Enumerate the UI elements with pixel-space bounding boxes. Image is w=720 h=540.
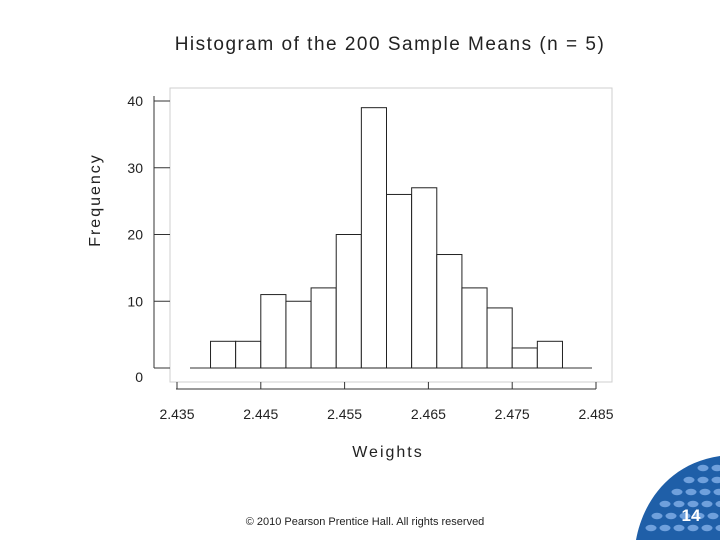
x-tick-label: 2.455 <box>327 406 362 422</box>
badge-dot <box>697 464 709 472</box>
histogram-bar <box>536 340 563 369</box>
histogram-bar <box>310 287 337 369</box>
badge-dot <box>659 524 671 532</box>
badge-dot <box>673 500 685 508</box>
y-axis-title: Frequency <box>87 153 104 247</box>
page-number: 14 <box>681 506 701 525</box>
badge-dot <box>699 488 711 496</box>
badge-dot <box>711 476 720 484</box>
histogram-bar <box>486 307 513 369</box>
y-tick-label: 40 <box>127 93 143 109</box>
histogram-bar <box>260 294 287 369</box>
badge-dot <box>673 524 685 532</box>
badge-dot <box>707 512 719 520</box>
x-tick-label: 2.465 <box>411 406 446 422</box>
y-tick-label: 10 <box>127 293 143 309</box>
y-ticks-group: 0 10 20 30 40 <box>127 93 170 385</box>
histogram-bar <box>235 340 262 369</box>
badge-dot <box>711 464 720 472</box>
chart-title: Histogram of the 200 Sample Means (n = 5… <box>175 34 606 55</box>
x-tick-label: 2.435 <box>159 406 194 422</box>
histogram-bar <box>436 254 463 369</box>
badge-dot <box>685 488 697 496</box>
histogram-bar <box>511 347 538 369</box>
badge-dot <box>671 488 683 496</box>
histogram-bar <box>210 340 237 369</box>
x-tick-label: 2.445 <box>243 406 278 422</box>
badge-dot <box>679 512 691 520</box>
copyright-footer: © 2010 Pearson Prentice Hall. All rights… <box>245 516 485 528</box>
badge-dot <box>687 524 699 532</box>
blue-dotted-corner-icon <box>636 456 720 540</box>
histogram-bar <box>360 107 387 369</box>
badge-dot <box>701 500 713 508</box>
badge-dots <box>645 464 720 532</box>
badge-dot <box>645 524 657 532</box>
badge-dot <box>715 524 720 532</box>
badge-dot <box>693 512 705 520</box>
histogram-bar <box>285 300 312 369</box>
histogram-bar <box>335 234 362 369</box>
badge-dot <box>659 500 671 508</box>
bars-group <box>210 107 563 369</box>
y-tick-label: 30 <box>127 160 143 176</box>
histogram-bar <box>411 187 438 369</box>
badge-dot <box>715 500 720 508</box>
x-ticks-group: 2.435 2.445 2.455 2.465 2.475 2.485 <box>159 382 614 422</box>
x-axis-title: Weights <box>352 444 424 461</box>
badge-dot <box>713 488 720 496</box>
badge-dot <box>687 500 699 508</box>
badge-dot <box>665 512 677 520</box>
x-tick-label: 2.475 <box>495 406 530 422</box>
histogram-bar <box>386 193 413 369</box>
x-tick-label: 2.485 <box>578 406 613 422</box>
y-tick-label: 0 <box>135 369 143 385</box>
badge-dot <box>701 524 713 532</box>
badge-dot <box>683 476 695 484</box>
histogram-bar <box>461 287 488 369</box>
badge-dot <box>697 476 709 484</box>
badge-dot <box>651 512 663 520</box>
y-tick-label: 20 <box>127 227 143 243</box>
